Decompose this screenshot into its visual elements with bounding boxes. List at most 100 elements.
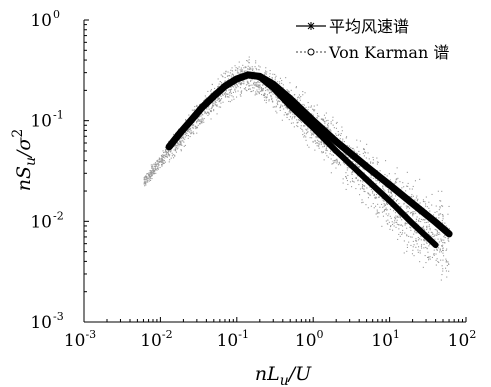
cloud-dot — [286, 107, 288, 109]
cloud-dot — [442, 242, 444, 244]
cloud-dot — [323, 142, 325, 144]
cloud-dot — [184, 136, 186, 138]
cloud-dot — [184, 131, 186, 133]
cloud-dot — [340, 164, 342, 166]
cloud-dot — [330, 150, 332, 152]
cloud-dot — [415, 212, 417, 214]
cloud-dot — [426, 229, 428, 231]
cloud-dot — [151, 174, 153, 176]
cloud-dot — [323, 145, 325, 147]
cloud-dot — [246, 90, 248, 92]
cloud-dot — [312, 108, 314, 110]
cloud-dot — [296, 122, 298, 124]
cloud-dot — [239, 82, 241, 84]
cloud-dot — [296, 119, 298, 121]
cloud-dot — [149, 170, 151, 172]
cloud-dot — [295, 87, 297, 89]
cloud-dot — [416, 243, 418, 245]
cloud-dot — [161, 162, 163, 164]
cloud-dot — [436, 231, 438, 233]
cloud-dot — [224, 92, 226, 94]
cloud-dot — [156, 169, 158, 171]
cloud-dot — [312, 140, 314, 142]
cloud-dot — [315, 137, 317, 139]
cloud-dot — [253, 82, 255, 84]
cloud-dot — [306, 132, 308, 134]
cloud-dot — [154, 165, 156, 167]
cloud-dot — [434, 228, 436, 230]
cloud-dot — [164, 157, 166, 159]
cloud-dot — [225, 95, 227, 97]
cloud-dot — [411, 188, 413, 190]
cloud-dot — [229, 91, 231, 93]
cloud-dot — [435, 253, 437, 255]
cloud-dot — [176, 143, 178, 145]
cloud-dot — [271, 98, 273, 100]
cloud-dot — [417, 237, 419, 239]
cloud-dot — [196, 120, 198, 122]
cloud-dot — [265, 99, 267, 101]
cloud-dot — [300, 120, 302, 122]
cloud-dot — [243, 80, 245, 82]
series-point-circle — [177, 130, 183, 137]
cloud-dot — [231, 70, 233, 72]
cloud-dot — [195, 128, 197, 130]
cloud-dot — [279, 101, 281, 103]
cloud-dot — [423, 247, 425, 249]
cloud-dot — [296, 99, 298, 101]
cloud-dot — [323, 159, 325, 161]
cloud-dot — [242, 80, 244, 82]
cloud-dot — [372, 177, 374, 179]
cloud-dot — [190, 132, 192, 134]
cloud-dot — [368, 193, 370, 195]
cloud-dot — [442, 218, 444, 220]
cloud-dot — [316, 145, 318, 147]
cloud-dot — [318, 143, 320, 145]
cloud-dot — [227, 78, 229, 80]
cloud-dot — [438, 241, 440, 243]
cloud-dot — [150, 164, 152, 166]
cloud-dot — [226, 96, 228, 98]
cloud-dot — [202, 114, 204, 116]
cloud-dot — [185, 132, 187, 134]
cloud-dot — [446, 276, 448, 278]
cloud-dot — [346, 164, 348, 166]
cloud-dot — [256, 82, 258, 84]
cloud-dot — [390, 226, 392, 228]
cloud-dot — [288, 119, 290, 121]
y-tick-label: 10 — [30, 112, 52, 132]
cloud-dot — [270, 94, 272, 96]
cloud-dot — [436, 234, 438, 236]
cloud-dot — [383, 203, 385, 205]
cloud-dot — [272, 106, 274, 108]
cloud-dot — [288, 91, 290, 93]
cloud-dot — [175, 145, 177, 147]
cloud-dot — [211, 106, 213, 108]
cloud-dot — [363, 148, 365, 150]
cloud-dot — [347, 183, 349, 185]
cloud-dot — [428, 232, 430, 234]
cloud-dot — [192, 124, 194, 126]
cloud-dot — [392, 229, 394, 231]
cloud-dot — [336, 161, 338, 163]
cloud-dot — [444, 222, 446, 224]
cloud-dot — [369, 194, 371, 196]
cloud-dot — [271, 97, 273, 99]
cloud-dot — [254, 66, 256, 68]
cloud-dot — [375, 205, 377, 207]
cloud-dot — [345, 176, 347, 178]
cloud-dot — [376, 163, 378, 165]
series-point-asterisk — [244, 71, 251, 78]
cloud-dot — [425, 205, 427, 207]
cloud-dot — [231, 67, 233, 69]
cloud-dot — [363, 155, 365, 157]
cloud-dot — [210, 93, 212, 95]
cloud-dot — [202, 119, 204, 121]
cloud-dot — [247, 65, 249, 67]
cloud-dot — [396, 216, 398, 218]
cloud-dot — [184, 133, 186, 135]
cloud-dot — [304, 135, 306, 137]
cloud-dot — [348, 167, 350, 169]
cloud-dot — [364, 185, 366, 187]
cloud-dot — [342, 162, 344, 164]
